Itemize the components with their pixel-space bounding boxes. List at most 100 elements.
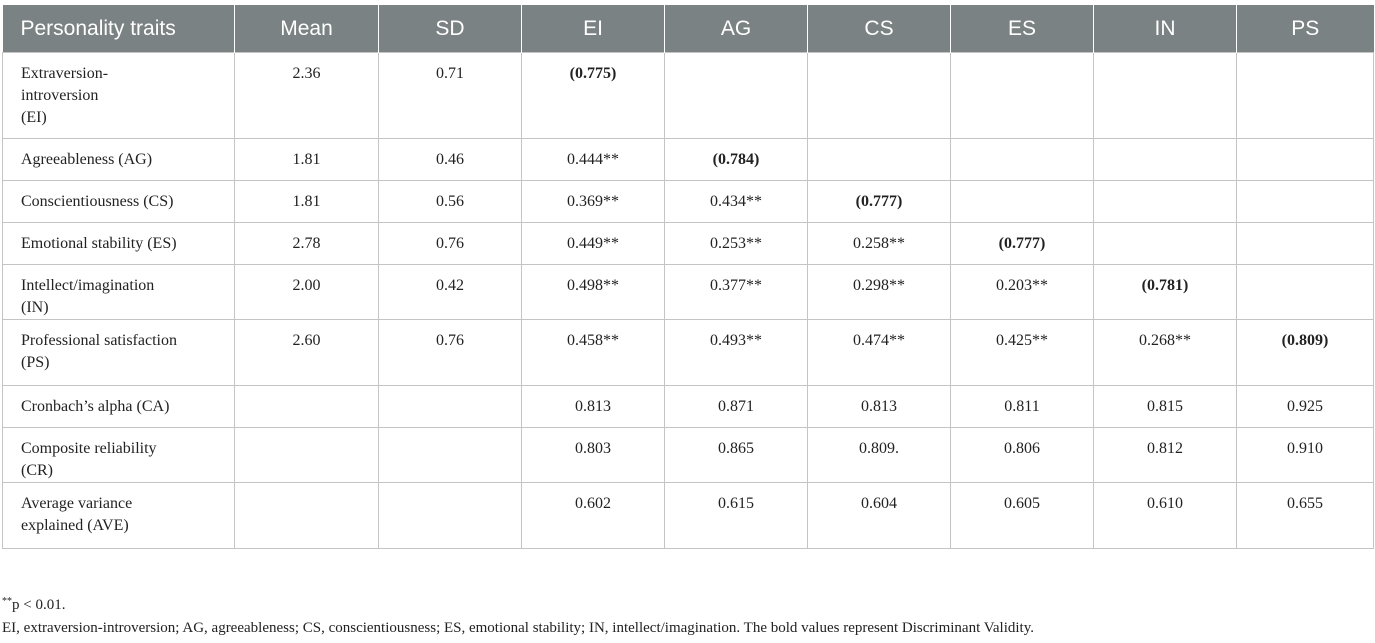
header-cell: ES — [950, 5, 1094, 53]
table-cell — [1093, 222, 1237, 265]
header-cell: AG — [664, 5, 808, 53]
table-cell — [378, 482, 522, 549]
table-row: Composite reliability (CR) 0.803 0.865 0.809… — [2, 427, 1374, 483]
table-row: Agreeableness (AG) 1.81 0.46 0.444** (0.784) — [2, 138, 1374, 181]
header-row: Personality traits Mean SD EI AG CS ES I… — [2, 5, 1374, 53]
header-cell: CS — [807, 5, 951, 53]
table-cell: 0.425** — [950, 319, 1094, 386]
table-cell — [234, 385, 379, 428]
table-cell: 2.00 — [234, 264, 379, 320]
table-cell: 0.871 — [664, 385, 808, 428]
table-cell — [807, 52, 951, 139]
header-cell: IN — [1093, 5, 1237, 53]
table-cell: 0.655 — [1236, 482, 1374, 549]
table-cell: 0.458** — [521, 319, 665, 386]
table-cell: (0.777) — [807, 180, 951, 223]
table-cell: 0.604 — [807, 482, 951, 549]
table-cell: 0.812 — [1093, 427, 1237, 483]
table-row: Average variance explained (AVE) 0.602 0.61… — [2, 482, 1374, 549]
table-cell: (0.784) — [664, 138, 808, 181]
table-row: Intellect/imagination (IN) 2.00 0.42 0.498**… — [2, 264, 1374, 320]
table-cell: 0.298** — [807, 264, 951, 320]
header-cell: EI — [521, 5, 665, 53]
table-cell: 0.203** — [950, 264, 1094, 320]
table-row: Extraversion-introversion (EI) 2.36 0.71 (0.… — [2, 52, 1374, 139]
table-cell — [1236, 52, 1374, 139]
table-cell: 0.806 — [950, 427, 1094, 483]
table-cell — [378, 427, 522, 483]
significance-text: p < 0.01. — [12, 597, 66, 613]
table-cell: 0.377** — [664, 264, 808, 320]
row-label-cell: Cronbach’s alpha (CA) — [2, 385, 235, 428]
table-cell: 0.42 — [378, 264, 522, 320]
table-cell: (0.777) — [950, 222, 1094, 265]
table-cell — [664, 52, 808, 139]
table-cell: 0.809. — [807, 427, 951, 483]
table-cell: 0.615 — [664, 482, 808, 549]
table-cell — [1236, 138, 1374, 181]
table-cell — [1093, 138, 1237, 181]
table-cell — [950, 138, 1094, 181]
table-cell: 1.81 — [234, 138, 379, 181]
abbreviation-note: EI, extraversion-introversion; AG, agree… — [2, 620, 1035, 636]
table-cell: 0.498** — [521, 264, 665, 320]
table-cell — [1236, 222, 1374, 265]
table-cell: 0.56 — [378, 180, 522, 223]
table-cell: 0.910 — [1236, 427, 1374, 483]
table-cell: 0.610 — [1093, 482, 1237, 549]
table-cell: 0.76 — [378, 222, 522, 265]
table-cell: 0.268** — [1093, 319, 1237, 386]
table-cell — [1093, 52, 1237, 139]
table-cell: 0.46 — [378, 138, 522, 181]
table-cell: 0.811 — [950, 385, 1094, 428]
table-row: Professional satisfaction (PS) 2.60 0.76 0.4… — [2, 319, 1374, 386]
header-cell: Personality traits — [2, 5, 235, 53]
table-cell: 0.813 — [521, 385, 665, 428]
header-cell: SD — [378, 5, 522, 53]
significance-marker: ** — [2, 596, 12, 607]
table-cell: 2.60 — [234, 319, 379, 386]
table-cell — [1236, 264, 1374, 320]
table-cell: 0.258** — [807, 222, 951, 265]
table-cell — [807, 138, 951, 181]
table-row: Cronbach’s alpha (CA) 0.813 0.871 0.813 0.81… — [2, 385, 1374, 428]
table-cell: 0.815 — [1093, 385, 1237, 428]
row-label-cell: Emotional stability (ES) — [2, 222, 235, 265]
table-cell: 0.925 — [1236, 385, 1374, 428]
row-label-cell: Conscientiousness (CS) — [2, 180, 235, 223]
table-cell: 0.434** — [664, 180, 808, 223]
table-cell: (0.809) — [1236, 319, 1374, 386]
table-cell: 2.78 — [234, 222, 379, 265]
row-label-cell: Intellect/imagination (IN) — [2, 264, 235, 320]
row-label-cell: Professional satisfaction (PS) — [2, 319, 235, 386]
table-cell: 0.602 — [521, 482, 665, 549]
header-cell: PS — [1236, 5, 1374, 53]
table-cell: 0.71 — [378, 52, 522, 139]
table-cell: 0.813 — [807, 385, 951, 428]
row-label-cell: Extraversion-introversion (EI) — [2, 52, 235, 139]
table-cell — [950, 52, 1094, 139]
significance-note: **p < 0.01. — [2, 596, 65, 614]
table-cell — [378, 385, 522, 428]
row-label-cell: Average variance explained (AVE) — [2, 482, 235, 549]
table-row: Emotional stability (ES) 2.78 0.76 0.449** 0… — [2, 222, 1374, 265]
table-cell: (0.781) — [1093, 264, 1237, 320]
table-cell — [1236, 180, 1374, 223]
table-cell: 0.474** — [807, 319, 951, 386]
row-label-cell: Agreeableness (AG) — [2, 138, 235, 181]
table-cell: 0.253** — [664, 222, 808, 265]
table-row: Conscientiousness (CS) 1.81 0.56 0.369** 0.4… — [2, 180, 1374, 223]
table-cell — [1093, 180, 1237, 223]
table-cell: 0.605 — [950, 482, 1094, 549]
table-cell: 0.865 — [664, 427, 808, 483]
table-cell: 2.36 — [234, 52, 379, 139]
table-cell: 0.76 — [378, 319, 522, 386]
row-label-cell: Composite reliability (CR) — [2, 427, 235, 483]
table-cell: 0.493** — [664, 319, 808, 386]
table-cell — [234, 482, 379, 549]
table-cell: 1.81 — [234, 180, 379, 223]
table-cell: 0.803 — [521, 427, 665, 483]
table-cell: 0.369** — [521, 180, 665, 223]
correlation-table: Personality traits Mean SD EI AG CS ES I… — [2, 5, 1374, 549]
table-cell: 0.444** — [521, 138, 665, 181]
